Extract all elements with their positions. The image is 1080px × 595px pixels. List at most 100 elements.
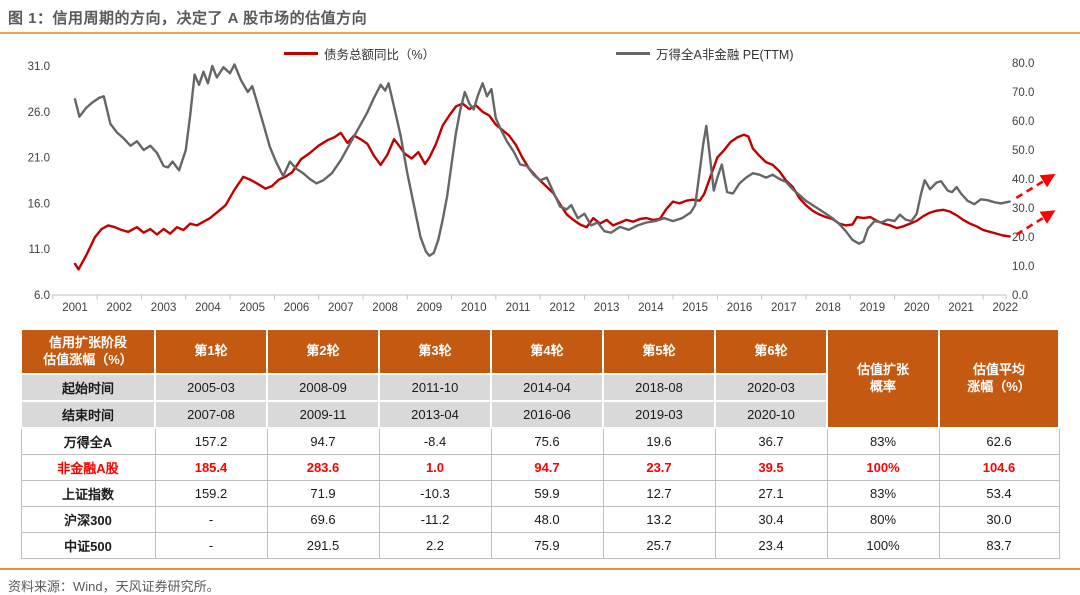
value-cell: 94.7 <box>266 427 380 455</box>
value-cell: 83% <box>826 427 940 455</box>
right-axis-tick-label: 70.0 <box>1012 87 1034 99</box>
value-cell: -10.3 <box>378 480 492 507</box>
value-cell: 23.7 <box>602 454 716 481</box>
value-cell: 27.1 <box>714 480 828 507</box>
value-cell: 80% <box>826 506 940 533</box>
value-cell: 157.2 <box>154 427 268 455</box>
value-cell: - <box>154 506 268 533</box>
valuation-table: 信用扩张阶段 估值涨幅（%） 第1轮 第2轮 第3轮 第4轮 第5轮 第6轮 估值扩张 概率 估值平… <box>20 328 1060 559</box>
x-tick-label: 2005 <box>239 302 265 314</box>
value-cell: 100% <box>826 454 940 481</box>
table-corner-header: 信用扩张阶段 估值涨幅（%） <box>20 328 156 375</box>
date-row-label: 结束时间 <box>20 400 156 429</box>
round-header: 第4轮 <box>490 328 604 375</box>
date-cell: 2020-03 <box>714 373 828 402</box>
x-tick-label: 2004 <box>195 302 221 314</box>
right-axis-tick-label: 10.0 <box>1012 261 1034 273</box>
round-header: 第6轮 <box>714 328 828 375</box>
value-cell: 30.4 <box>714 506 828 533</box>
value-cell: 62.6 <box>938 427 1060 455</box>
x-tick-label: 2021 <box>948 302 974 314</box>
value-cell: 100% <box>826 532 940 559</box>
source-rule <box>0 568 1080 570</box>
date-cell: 2019-03 <box>602 400 716 429</box>
value-cell: 53.4 <box>938 480 1060 507</box>
date-cell: 2008-09 <box>266 373 380 402</box>
round-header: 第5轮 <box>602 328 716 375</box>
value-cell: 30.0 <box>938 506 1060 533</box>
value-cell: 2.2 <box>378 532 492 559</box>
value-cell: 69.6 <box>266 506 380 533</box>
x-tick-label: 2003 <box>151 302 177 314</box>
value-cell: 13.2 <box>602 506 716 533</box>
date-cell: 2020-10 <box>714 400 828 429</box>
date-cell: 2014-04 <box>490 373 604 402</box>
date-cell: 2007-08 <box>154 400 268 429</box>
credit-cycle-chart-block: 债务总额同比（%） 万得全A非金融 PE(TTM) 2001 2002 2003 20… <box>0 38 1080 328</box>
value-cell: 48.0 <box>490 506 604 533</box>
value-cell: 39.5 <box>714 454 828 481</box>
round-header: 第2轮 <box>266 328 380 375</box>
value-cell: 83.7 <box>938 532 1060 559</box>
x-tick-label: 2013 <box>594 302 620 314</box>
index-row-label: 沪深300 <box>20 506 156 533</box>
value-cell: 104.6 <box>938 454 1060 481</box>
avg-header: 估值平均 涨幅（%） <box>938 328 1060 429</box>
index-row-label: 中证500 <box>20 532 156 559</box>
x-tick-label: 2002 <box>107 302 133 314</box>
left-axis-tick-label: 31.0 <box>28 61 50 73</box>
right-axis-tick-label: 40.0 <box>1012 174 1034 186</box>
index-row-label: 上证指数 <box>20 480 156 507</box>
value-cell: 185.4 <box>154 454 268 481</box>
x-tick-label: 2007 <box>328 302 354 314</box>
x-tick-label: 2012 <box>550 302 576 314</box>
left-axis-tick-label: 26.0 <box>28 107 50 119</box>
x-tick-label: 2009 <box>417 302 443 314</box>
x-tick-label: 2010 <box>461 302 487 314</box>
round-header: 第3轮 <box>378 328 492 375</box>
valuation-table-wrap: 信用扩张阶段 估值涨幅（%） 第1轮 第2轮 第3轮 第4轮 第5轮 第6轮 估值扩张 概率 估值平… <box>20 328 1060 559</box>
x-tick-label: 2014 <box>638 302 664 314</box>
left-axis-tick-label: 21.0 <box>28 153 50 165</box>
x-tick-label: 2015 <box>682 302 708 314</box>
right-axis-tick-label: 20.0 <box>1012 232 1034 244</box>
date-cell: 2016-06 <box>490 400 604 429</box>
value-cell: 75.6 <box>490 427 604 455</box>
value-cell: -11.2 <box>378 506 492 533</box>
value-cell: 25.7 <box>602 532 716 559</box>
prob-header: 估值扩张 概率 <box>826 328 940 429</box>
x-tick-label: 2001 <box>62 302 88 314</box>
left-axis-tick-label: 11.0 <box>28 244 50 256</box>
right-axis-tick-label: 30.0 <box>1012 203 1034 215</box>
value-cell: 19.6 <box>602 427 716 455</box>
x-tick-label: 2017 <box>771 302 797 314</box>
x-tick-label: 2022 <box>993 302 1019 314</box>
right-axis-tick-label: 0.0 <box>1012 290 1028 302</box>
value-cell: 1.0 <box>378 454 492 481</box>
index-row-label: 非金融A股 <box>20 454 156 481</box>
left-axis-tick-label: 6.0 <box>34 290 50 302</box>
value-cell: 94.7 <box>490 454 604 481</box>
date-cell: 2013-04 <box>378 400 492 429</box>
value-cell: 36.7 <box>714 427 828 455</box>
value-cell: - <box>154 532 268 559</box>
title-rule <box>0 32 1080 34</box>
credit-cycle-chart: 2001 2002 2003 2004 2005 2006 2007 2008 2009 2010… <box>28 58 1056 314</box>
date-cell: 2011-10 <box>378 373 492 402</box>
left-axis-tick-label: 16.0 <box>28 198 50 210</box>
right-axis-tick-label: 50.0 <box>1012 145 1034 157</box>
index-row-label: 万得全A <box>20 427 156 455</box>
date-cell: 2005-03 <box>154 373 268 402</box>
value-cell: 291.5 <box>266 532 380 559</box>
forecast-arrow-upper <box>1015 173 1056 199</box>
x-tick-label: 2020 <box>904 302 930 314</box>
value-cell: 159.2 <box>154 480 268 507</box>
value-cell: 71.9 <box>266 480 380 507</box>
value-cell: 23.4 <box>714 532 828 559</box>
value-cell: -8.4 <box>378 427 492 455</box>
value-cell: 59.9 <box>490 480 604 507</box>
date-cell: 2018-08 <box>602 373 716 402</box>
value-cell: 283.6 <box>266 454 380 481</box>
x-tick-label: 2006 <box>284 302 310 314</box>
x-tick-label: 2008 <box>372 302 398 314</box>
